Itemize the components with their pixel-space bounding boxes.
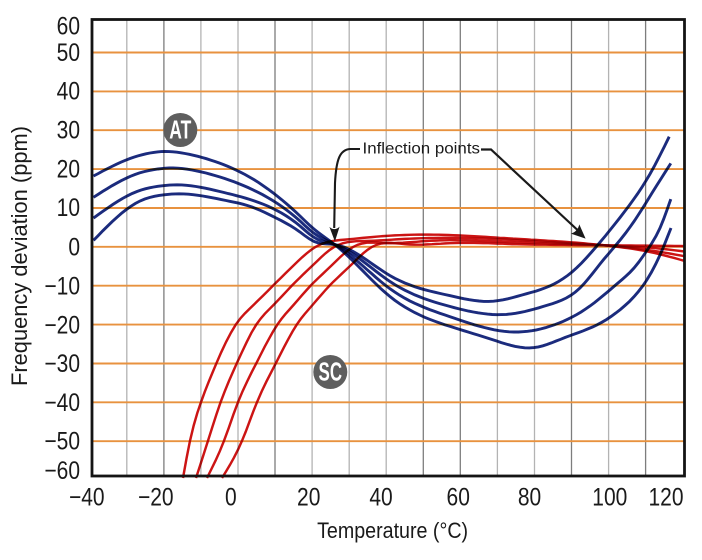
svg-text:0: 0 — [68, 233, 80, 261]
svg-text:60: 60 — [447, 483, 470, 511]
svg-text:40: 40 — [57, 77, 80, 105]
svg-text:40: 40 — [369, 483, 392, 511]
svg-text:20: 20 — [57, 155, 80, 183]
svg-text:−40: −40 — [44, 388, 80, 416]
svg-text:−50: −50 — [44, 427, 80, 455]
svg-text:Temperature (°C): Temperature (°C) — [317, 518, 468, 543]
svg-text:50: 50 — [57, 38, 80, 66]
svg-text:60: 60 — [57, 12, 80, 40]
svg-text:−20: −20 — [138, 483, 174, 511]
svg-text:20: 20 — [297, 483, 320, 511]
svg-text:100: 100 — [592, 483, 627, 511]
svg-text:Inflection points: Inflection points — [363, 141, 481, 158]
svg-text:SC: SC — [319, 357, 343, 387]
svg-text:120: 120 — [648, 483, 683, 511]
svg-text:−10: −10 — [44, 272, 80, 300]
svg-text:−30: −30 — [44, 349, 80, 377]
svg-text:0: 0 — [225, 483, 237, 511]
svg-text:30: 30 — [57, 116, 80, 144]
svg-text:AT: AT — [169, 115, 191, 145]
svg-text:Frequency deviation (ppm): Frequency deviation (ppm) — [7, 126, 32, 386]
svg-text:80: 80 — [518, 483, 541, 511]
svg-text:−40: −40 — [69, 483, 105, 511]
svg-text:−60: −60 — [44, 456, 80, 484]
svg-text:10: 10 — [57, 193, 80, 221]
svg-text:−20: −20 — [44, 311, 80, 339]
